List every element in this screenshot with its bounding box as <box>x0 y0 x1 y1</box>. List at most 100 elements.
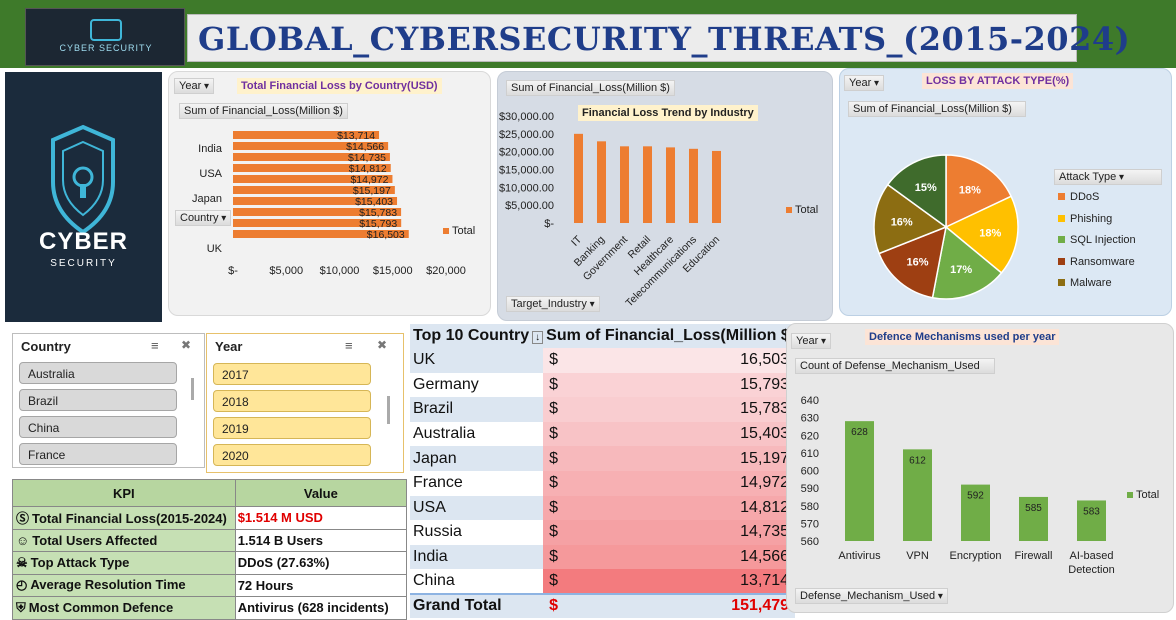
industry-axis-filter[interactable]: Target_Industry <box>506 296 600 312</box>
side-logo: CYBER SECURITY <box>5 72 162 322</box>
industry-bar <box>712 150 721 223</box>
top10-row[interactable]: Germany $15,793 <box>410 372 796 398</box>
defence-category-label: Detection <box>1068 564 1114 576</box>
kpi-value: 1.514 B Users <box>234 528 408 552</box>
attack-type-filter[interactable]: Attack Type <box>1054 169 1162 185</box>
legend-swatch <box>1058 279 1065 286</box>
slicer-item[interactable]: 2017 <box>213 363 371 385</box>
kpi-label: ☠ Top Attack Type <box>12 551 236 575</box>
kpi-value: 72 Hours <box>234 573 408 597</box>
top10-value: $15,197 <box>543 446 796 471</box>
slicer-item[interactable]: China <box>19 416 177 438</box>
defence-bar-label: 583 <box>1083 506 1100 517</box>
industry-y-tick: $10,000.00 <box>499 182 554 194</box>
top10-row[interactable]: India $14,566 <box>410 544 796 570</box>
top10-currency: $ <box>549 572 559 590</box>
slicer-item[interactable]: France <box>19 443 177 465</box>
top10-currency: $ <box>549 400 559 418</box>
industry-chart-panel: Sum of Financial_Loss(Million $) Financi… <box>497 71 833 321</box>
top10-currency: $ <box>549 548 559 566</box>
slicer-scrollbar[interactable] <box>387 396 390 424</box>
kpi-row: Ⓢ Total Financial Loss(2015-2024) $1.514 M… <box>12 506 408 530</box>
kpi-label-text: Top Attack Type <box>30 554 130 570</box>
kpi-row: ⛨ Most Common Defence Antivirus (628 incid… <box>12 596 408 620</box>
attack-field-button[interactable]: Sum of Financial_Loss(Million $) <box>848 101 1026 117</box>
top10-country-header[interactable]: Top 10 Country ↓ <box>410 324 544 348</box>
top10-row[interactable]: Australia $15,403 <box>410 421 796 447</box>
country-bar-chart: $13,714$14,566$14,735$14,812$14,972$15,1… <box>192 130 466 277</box>
top10-row[interactable]: UK $16,503 <box>410 348 796 373</box>
slicer-item[interactable]: 2019 <box>213 417 371 439</box>
top10-currency: $ <box>549 425 559 443</box>
multi-select-icon[interactable]: ≡ <box>345 338 353 353</box>
attack-legend-item: DDoS <box>1058 191 1136 213</box>
sort-desc-icon[interactable]: ↓ <box>532 331 544 344</box>
slicer-item[interactable]: Brazil <box>19 389 177 411</box>
skull-icon: ☠ <box>16 554 28 570</box>
attack-legend-label: SQL Injection <box>1070 234 1136 246</box>
country-bar-label: $14,566 <box>346 141 384 153</box>
industry-y-tick: $20,000.00 <box>499 147 554 159</box>
country-bar <box>233 164 391 172</box>
defence-bar-label: 592 <box>967 491 984 502</box>
top10-country: Australia <box>410 421 544 447</box>
top10-value: $15,783 <box>543 397 796 422</box>
country-bar <box>233 197 398 205</box>
legend-swatch <box>1058 193 1065 200</box>
top10-value: $14,735 <box>543 520 796 545</box>
pie-slice-label: 18% <box>959 184 981 196</box>
defence-bar <box>961 484 990 541</box>
attack-legend: DDoS Phishing SQL Injection Ransomware Malwa… <box>1058 191 1136 299</box>
defence-axis-filter[interactable]: Defense_Mechanism_Used <box>795 588 948 604</box>
defence-category-label: Firewall <box>1015 550 1053 562</box>
country-bar <box>233 153 390 161</box>
slicer-item[interactable]: Australia <box>19 362 177 384</box>
top10-value: $15,793 <box>543 372 796 398</box>
top10-row[interactable]: Japan $15,197 <box>410 446 796 471</box>
defence-category-label: VPN <box>906 550 929 562</box>
defence-y-tick: 630 <box>801 413 819 425</box>
defence-legend-label: Total <box>1136 489 1160 501</box>
pie-slice-label: 16% <box>907 256 929 268</box>
defence-field-button[interactable]: Count of Defense_Mechanism_Used <box>795 358 995 374</box>
defence-legend: Total <box>1127 489 1159 501</box>
top10-number: 14,812 <box>740 498 790 516</box>
top10-row[interactable]: France $14,972 <box>410 470 796 496</box>
clear-filter-icon[interactable]: ✖ <box>377 338 388 352</box>
year-slicer: Year ≡ ✖ 2017 2018 2019 2020 <box>206 333 404 473</box>
kpi-label: ◴ Average Resolution Time <box>12 573 236 597</box>
country-field-button[interactable]: Sum of Financial_Loss(Million $) <box>179 103 348 119</box>
top10-row[interactable]: China $13,714 <box>410 569 796 594</box>
kpi-label-text: Most Common Defence <box>28 599 174 615</box>
defence-bar-chart: 560 570 580 590 600 610 620 630 640 628 Antivirus 6… <box>801 395 1115 576</box>
kpi-label-text: Average Resolution Time <box>30 577 186 593</box>
pie-slice <box>873 183 948 255</box>
attack-year-filter[interactable]: Year <box>844 75 885 91</box>
top10-row[interactable]: Russia $14,735 <box>410 520 796 545</box>
industry-field-button[interactable]: Sum of Financial_Loss(Million $) <box>506 80 675 96</box>
country-axis-filter[interactable]: Country <box>175 210 232 226</box>
slicer-item[interactable]: 2020 <box>213 444 371 466</box>
slicer-item[interactable]: 2018 <box>213 390 371 412</box>
header-logo: CYBER SECURITY <box>25 8 185 66</box>
clear-filter-icon[interactable]: ✖ <box>181 338 192 352</box>
top10-value: $14,566 <box>543 544 796 570</box>
attack-legend-label: Ransomware <box>1070 255 1135 268</box>
defence-chart-panel: Year Defence Mechanisms used per year Co… <box>786 323 1174 613</box>
kpi-label: ⛨ Most Common Defence <box>12 596 236 620</box>
industry-chart-title: Financial Loss Trend by Industry <box>578 105 758 121</box>
attack-legend-label: Malware <box>1070 277 1112 289</box>
country-chart-title: Total Financial Loss by Country(USD) <box>237 78 442 94</box>
multi-select-icon[interactable]: ≡ <box>151 338 159 353</box>
top10-number: 16,503 <box>740 351 790 369</box>
kpi-label: ☺ Total Users Affected <box>12 528 236 552</box>
defence-year-filter[interactable]: Year <box>791 333 832 349</box>
stopwatch-icon: ◴ <box>16 577 28 593</box>
year-filter-button[interactable]: Year <box>174 78 215 94</box>
grand-total-currency: $ <box>549 597 559 615</box>
slicer-scrollbar[interactable] <box>191 378 194 400</box>
top10-row[interactable]: Brazil $15,783 <box>410 397 796 422</box>
country-bar-label: $15,403 <box>355 196 393 208</box>
top10-row[interactable]: USA $14,812 <box>410 495 796 521</box>
kpi-header: KPI <box>12 479 236 507</box>
